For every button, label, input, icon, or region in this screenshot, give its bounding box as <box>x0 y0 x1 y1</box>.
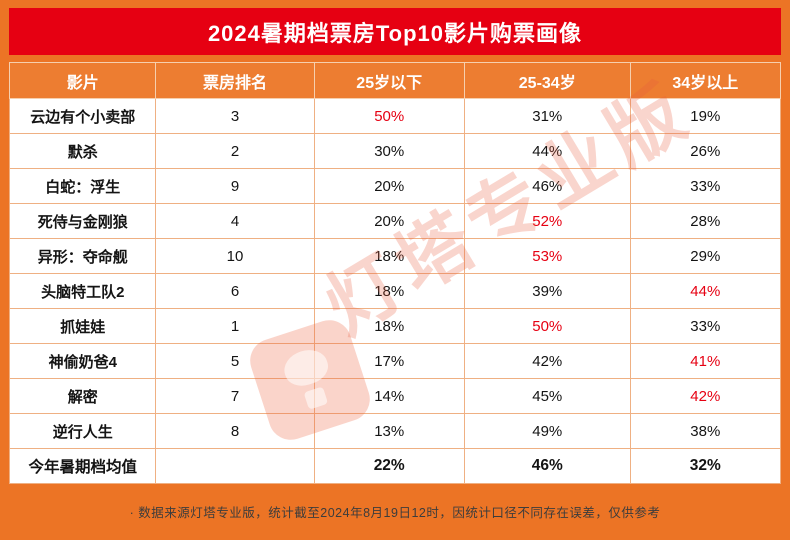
percent-cell: 53% <box>463 238 631 274</box>
percent-cell: 52% <box>463 203 631 239</box>
rank-cell: 8 <box>155 413 315 449</box>
percent-cell: 19% <box>629 98 782 134</box>
table-row: 白蛇：浮生 9 20% 46% 33% <box>8 168 782 204</box>
film-name-cell: 云边有个小卖部 <box>8 98 157 134</box>
percent-cell: 18% <box>313 273 465 309</box>
page-title: 2024暑期档票房Top10影片购票画像 <box>9 8 781 55</box>
film-name-cell: 默杀 <box>8 133 157 169</box>
percent-cell: 39% <box>463 273 631 309</box>
rank-cell: 1 <box>155 308 315 344</box>
col-header-over34: 34岁以上 <box>629 62 782 99</box>
table-body: 云边有个小卖部 3 50% 31% 19% 默杀 2 30% 44% 26% 白蛇：浮生 9 20% 46… <box>8 98 782 449</box>
film-name-cell: 神偷奶爸4 <box>8 343 157 379</box>
percent-cell: 31% <box>463 98 631 134</box>
percent-cell: 28% <box>629 203 782 239</box>
percent-cell: 38% <box>629 413 782 449</box>
table-row: 逆行人生 8 13% 49% 38% <box>8 413 782 449</box>
header-row: 影片 票房排名 25岁以下 25-34岁 34岁以上 <box>8 62 782 99</box>
table-row: 死侍与金刚狼 4 20% 52% 28% <box>8 203 782 239</box>
rank-cell: 9 <box>155 168 315 204</box>
summary-under25-cell: 22% <box>313 448 465 484</box>
col-header-film: 影片 <box>8 62 157 99</box>
rank-cell: 5 <box>155 343 315 379</box>
percent-cell: 33% <box>629 308 782 344</box>
film-name-cell: 死侍与金刚狼 <box>8 203 157 239</box>
film-name-cell: 抓娃娃 <box>8 308 157 344</box>
summary-label-cell: 今年暑期档均值 <box>8 448 157 484</box>
summary-row: 今年暑期档均值 22% 46% 32% <box>8 448 782 484</box>
table-row: 解密 7 14% 45% 42% <box>8 378 782 414</box>
percent-cell: 46% <box>463 168 631 204</box>
col-header-under25: 25岁以下 <box>313 62 465 99</box>
percent-cell: 20% <box>313 168 465 204</box>
percent-cell: 17% <box>313 343 465 379</box>
rank-cell: 7 <box>155 378 315 414</box>
percent-cell: 50% <box>463 308 631 344</box>
rank-cell: 2 <box>155 133 315 169</box>
percent-cell: 42% <box>463 343 631 379</box>
table-row: 神偷奶爸4 5 17% 42% 41% <box>8 343 782 379</box>
film-name-cell: 头脑特工队2 <box>8 273 157 309</box>
rank-cell: 3 <box>155 98 315 134</box>
table-row: 云边有个小卖部 3 50% 31% 19% <box>8 98 782 134</box>
summary-rank-cell <box>155 448 315 484</box>
percent-cell: 50% <box>313 98 465 134</box>
box-office-table: 影片 票房排名 25岁以下 25-34岁 34岁以上 云边有个小卖部 3 50% 31… <box>8 62 782 484</box>
table-header: 影片 票房排名 25岁以下 25-34岁 34岁以上 <box>8 62 782 99</box>
percent-cell: 29% <box>629 238 782 274</box>
percent-cell: 18% <box>313 308 465 344</box>
percent-cell: 45% <box>463 378 631 414</box>
percent-cell: 33% <box>629 168 782 204</box>
table-row: 头脑特工队2 6 18% 39% 44% <box>8 273 782 309</box>
film-name-cell: 解密 <box>8 378 157 414</box>
summary-over34-cell: 32% <box>629 448 782 484</box>
percent-cell: 14% <box>313 378 465 414</box>
percent-cell: 20% <box>313 203 465 239</box>
film-name-cell: 白蛇：浮生 <box>8 168 157 204</box>
summary-25to34-cell: 46% <box>463 448 631 484</box>
table-row: 异形：夺命舰 10 18% 53% 29% <box>8 238 782 274</box>
data-source-footnote: · 数据来源灯塔专业版，统计截至2024年8月19日12时，因统计口径不同存在误… <box>129 506 661 520</box>
rank-cell: 4 <box>155 203 315 239</box>
percent-cell: 44% <box>629 273 782 309</box>
percent-cell: 49% <box>463 413 631 449</box>
rank-cell: 6 <box>155 273 315 309</box>
table-row: 抓娃娃 1 18% 50% 33% <box>8 308 782 344</box>
percent-cell: 30% <box>313 133 465 169</box>
percent-cell: 41% <box>629 343 782 379</box>
percent-cell: 44% <box>463 133 631 169</box>
film-name-cell: 逆行人生 <box>8 413 157 449</box>
percent-cell: 13% <box>313 413 465 449</box>
film-name-cell: 异形：夺命舰 <box>8 238 157 274</box>
percent-cell: 18% <box>313 238 465 274</box>
col-header-rank: 票房排名 <box>155 62 315 99</box>
percent-cell: 26% <box>629 133 782 169</box>
rank-cell: 10 <box>155 238 315 274</box>
col-header-25to34: 25-34岁 <box>463 62 631 99</box>
percent-cell: 42% <box>629 378 782 414</box>
table-footer: 今年暑期档均值 22% 46% 32% <box>8 448 782 484</box>
table-row: 默杀 2 30% 44% 26% <box>8 133 782 169</box>
